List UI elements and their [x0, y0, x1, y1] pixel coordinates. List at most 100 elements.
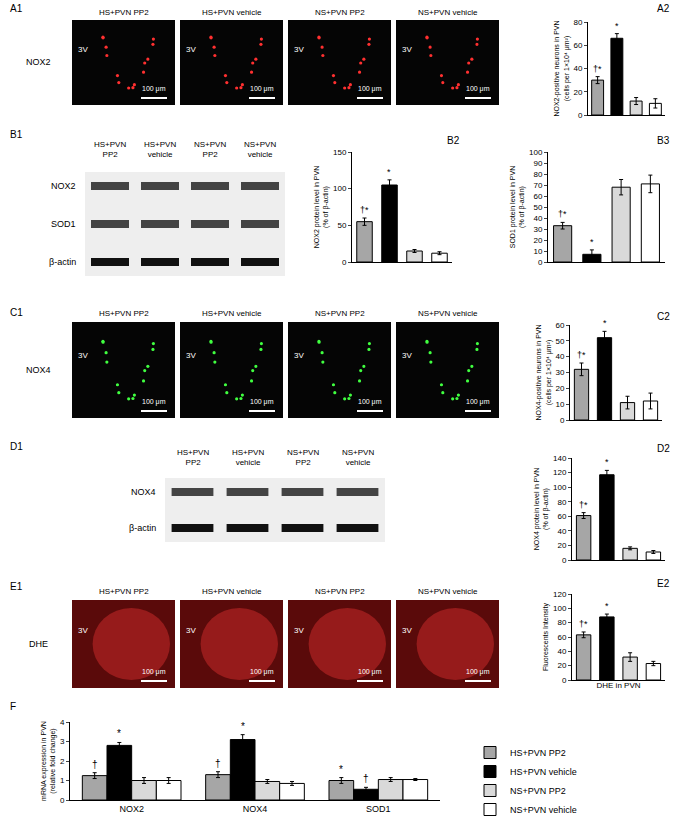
svg-text:NS+PVN PP2: NS+PVN PP2 — [315, 8, 365, 17]
svg-text:50: 50 — [533, 203, 542, 212]
svg-text:C2: C2 — [657, 311, 670, 322]
svg-text:β-actin: β-actin — [49, 257, 76, 267]
svg-text:30: 30 — [555, 368, 564, 377]
svg-text:HS+PVN vehicle: HS+PVN vehicle — [202, 8, 262, 17]
svg-text:*: * — [605, 457, 609, 467]
svg-text:100 μm: 100 μm — [142, 398, 166, 406]
svg-text:NOX4-positive neurons in PVN(c: NOX4-positive neurons in PVN(cells per 1… — [535, 324, 552, 420]
svg-text:HS+PVNPP2: HS+PVNPP2 — [94, 140, 126, 159]
svg-text:C1: C1 — [10, 307, 23, 318]
svg-text:NS+PVNPP2: NS+PVNPP2 — [194, 140, 226, 159]
svg-text:60: 60 — [533, 192, 542, 201]
svg-text:NOX4 protein level in PVN(% of: NOX4 protein level in PVN(% of β-actin) — [533, 468, 550, 550]
svg-text:*: * — [590, 237, 594, 247]
svg-text:3V: 3V — [294, 351, 304, 360]
svg-text:†*: †* — [360, 205, 369, 215]
svg-text:NS+PVN vehicle: NS+PVN vehicle — [418, 587, 478, 596]
svg-text:NOX2: NOX2 — [26, 57, 51, 67]
svg-text:NS+PVN PP2: NS+PVN PP2 — [315, 309, 365, 318]
svg-text:100 μm: 100 μm — [466, 668, 490, 676]
svg-text:80: 80 — [573, 18, 582, 27]
svg-text:100 μm: 100 μm — [142, 668, 166, 676]
svg-text:DHE in PVN: DHE in PVN — [596, 681, 640, 690]
svg-text:NOX4: NOX4 — [131, 487, 156, 497]
svg-text:Fluorescents Intensity: Fluorescents Intensity — [542, 602, 550, 671]
svg-text:3V: 3V — [186, 626, 196, 635]
svg-text:E2: E2 — [657, 578, 670, 589]
svg-text:HS+PVNvehicle: HS+PVNvehicle — [144, 140, 176, 159]
svg-text:NS+PVN PP2: NS+PVN PP2 — [315, 587, 365, 596]
svg-text:100: 100 — [553, 604, 567, 613]
svg-text:140: 140 — [553, 454, 567, 463]
svg-text:50: 50 — [555, 337, 564, 346]
svg-text:3V: 3V — [402, 626, 412, 635]
svg-text:NOX2 protein level in PVN(% of: NOX2 protein level in PVN(% of β-actin) — [313, 166, 330, 248]
svg-text:3V: 3V — [78, 351, 88, 360]
svg-text:70: 70 — [533, 181, 542, 190]
svg-text:SOD1 protein level in PVN(% of: SOD1 protein level in PVN(% of β-actin) — [509, 166, 526, 248]
svg-text:†: † — [363, 773, 369, 784]
svg-text:†*: †* — [593, 64, 602, 74]
svg-text:80: 80 — [557, 618, 566, 627]
svg-text:NS+PVNvehicle: NS+PVNvehicle — [244, 140, 276, 159]
svg-text:60: 60 — [557, 633, 566, 642]
svg-text:80: 80 — [557, 498, 566, 507]
svg-text:1: 1 — [60, 776, 65, 785]
svg-text:A2: A2 — [657, 3, 670, 14]
svg-text:20: 20 — [555, 384, 564, 393]
svg-text:3V: 3V — [78, 45, 88, 54]
svg-text:100 μm: 100 μm — [358, 668, 382, 676]
svg-text:0: 0 — [562, 556, 567, 565]
svg-text:NOX2: NOX2 — [51, 181, 76, 191]
svg-text:40: 40 — [573, 64, 582, 73]
svg-text:*: * — [241, 721, 245, 732]
svg-text:0: 0 — [538, 258, 543, 267]
svg-text:2: 2 — [60, 757, 65, 766]
svg-text:0: 0 — [342, 258, 347, 267]
svg-text:mRNA expression in PVN(relativ: mRNA expression in PVN(relative fold cha… — [40, 721, 57, 801]
svg-text:100 μm: 100 μm — [142, 85, 166, 93]
svg-text:B3: B3 — [657, 135, 670, 146]
svg-text:0: 0 — [578, 111, 583, 120]
svg-text:60: 60 — [555, 321, 564, 330]
svg-text:40: 40 — [557, 647, 566, 656]
svg-text:100: 100 — [553, 483, 567, 492]
svg-text:*: * — [605, 601, 609, 611]
svg-text:100 μm: 100 μm — [358, 85, 382, 93]
svg-text:SOD1: SOD1 — [366, 804, 391, 814]
svg-text:20: 20 — [557, 661, 566, 670]
svg-text:0: 0 — [560, 416, 565, 425]
svg-text:100 μm: 100 μm — [358, 398, 382, 406]
svg-text:20: 20 — [573, 88, 582, 97]
svg-text:DHE: DHE — [29, 639, 48, 649]
svg-text:80: 80 — [533, 170, 542, 179]
svg-text:A1: A1 — [10, 3, 23, 14]
svg-text:E1: E1 — [10, 581, 23, 592]
svg-text:100: 100 — [333, 184, 347, 193]
svg-text:120: 120 — [553, 590, 567, 599]
svg-text:100 μm: 100 μm — [466, 398, 490, 406]
svg-text:D1: D1 — [10, 441, 23, 452]
svg-text:*: * — [603, 318, 607, 328]
svg-text:4: 4 — [60, 718, 65, 727]
svg-text:D2: D2 — [657, 443, 670, 454]
svg-text:3V: 3V — [402, 351, 412, 360]
svg-text:HS+PVN PP2: HS+PVN PP2 — [99, 309, 149, 318]
svg-text:3V: 3V — [294, 45, 304, 54]
svg-text:*: * — [387, 167, 391, 177]
svg-text:HS+PVN vehicle: HS+PVN vehicle — [202, 587, 262, 596]
svg-text:HS+PVN vehicle: HS+PVN vehicle — [202, 309, 262, 318]
svg-text:NS+PVNPP2: NS+PVNPP2 — [287, 448, 319, 467]
svg-text:NS+PVN PP2: NS+PVN PP2 — [510, 786, 566, 796]
svg-text:NS+PVN vehicle: NS+PVN vehicle — [418, 8, 478, 17]
svg-text:3V: 3V — [186, 351, 196, 360]
svg-text:10: 10 — [555, 400, 564, 409]
svg-text:100: 100 — [529, 148, 543, 157]
svg-text:F: F — [10, 701, 16, 712]
svg-text:†*: †* — [579, 619, 588, 629]
svg-text:HS+PVN PP2: HS+PVN PP2 — [99, 8, 149, 17]
svg-text:NS+PVNvehicle: NS+PVNvehicle — [342, 448, 374, 467]
svg-text:†: † — [215, 758, 221, 769]
svg-text:*: * — [117, 728, 121, 739]
svg-text:10: 10 — [533, 247, 542, 256]
